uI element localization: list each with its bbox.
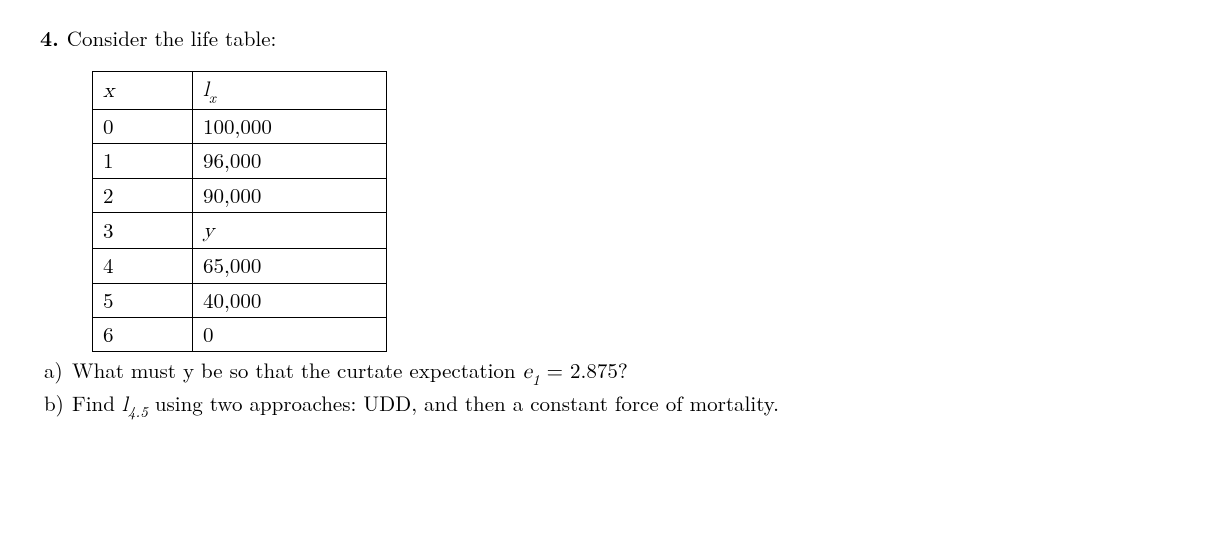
cell-lx: y (193, 212, 387, 248)
var-x: x (103, 81, 114, 102)
subpart-b-label: b) (44, 389, 72, 418)
cell-lx: 90,000 (193, 178, 387, 212)
table-row: 1 96,000 (93, 144, 387, 178)
life-table: x lx 0 100,000 1 96,000 2 90,000 3 y 4 6… (92, 71, 387, 352)
header-lx: lx (193, 72, 387, 109)
table-row: 3 y (93, 212, 387, 248)
problem-header: 4. Consider the life table: (40, 24, 1189, 53)
life-table-container: x lx 0 100,000 1 96,000 2 90,000 3 y 4 6… (92, 71, 1189, 352)
cell-x: 1 (93, 144, 193, 178)
table-row: 5 40,000 (93, 283, 387, 317)
subparts: a) What must y be so that the curtate ex… (44, 356, 1189, 421)
cell-x: 6 (93, 318, 193, 352)
table-row: 0 100,000 (93, 109, 387, 143)
cell-x: 2 (93, 178, 193, 212)
subpart-b-text: Find l4.5 using two approaches: UDD, and… (72, 389, 1189, 421)
subpart-b-pre: Find (72, 388, 122, 418)
subpart-a-label: a) (44, 356, 72, 385)
cell-lx: 100,000 (193, 109, 387, 143)
cell-x: 0 (93, 109, 193, 143)
table-row: 6 0 (93, 318, 387, 352)
header-x: x (93, 72, 193, 109)
cell-x: 5 (93, 283, 193, 317)
sym-l: l (122, 395, 128, 416)
table-header-row: x lx (93, 72, 387, 109)
subpart-a-pre: What must y be so that the curtate expec… (72, 355, 523, 385)
subpart-b: b) Find l4.5 using two approaches: UDD, … (44, 389, 1189, 421)
subpart-b-post: using two approaches: UDD, and then a co… (148, 388, 779, 418)
subpart-a-text: What must y be so that the curtate expec… (72, 356, 1189, 388)
sym-l-sub: 4.5 (128, 401, 148, 422)
cell-lx: 96,000 (193, 144, 387, 178)
var-l-sub: x (209, 87, 216, 108)
table-row: 2 90,000 (93, 178, 387, 212)
sym-e-sub: 1 (532, 369, 540, 390)
cell-y-var: y (203, 221, 214, 242)
var-l: l (203, 80, 209, 101)
cell-lx: 65,000 (193, 249, 387, 283)
sym-e: e (523, 362, 532, 383)
cell-x: 3 (93, 212, 193, 248)
subpart-a: a) What must y be so that the curtate ex… (44, 356, 1189, 388)
cell-x: 4 (93, 249, 193, 283)
subpart-a-post: = 2.875? (540, 355, 628, 385)
cell-lx: 40,000 (193, 283, 387, 317)
table-row: 4 65,000 (93, 249, 387, 283)
problem-number: 4. (40, 24, 59, 53)
cell-lx: 0 (193, 318, 387, 352)
problem-intro: Consider the life table: (67, 24, 277, 53)
